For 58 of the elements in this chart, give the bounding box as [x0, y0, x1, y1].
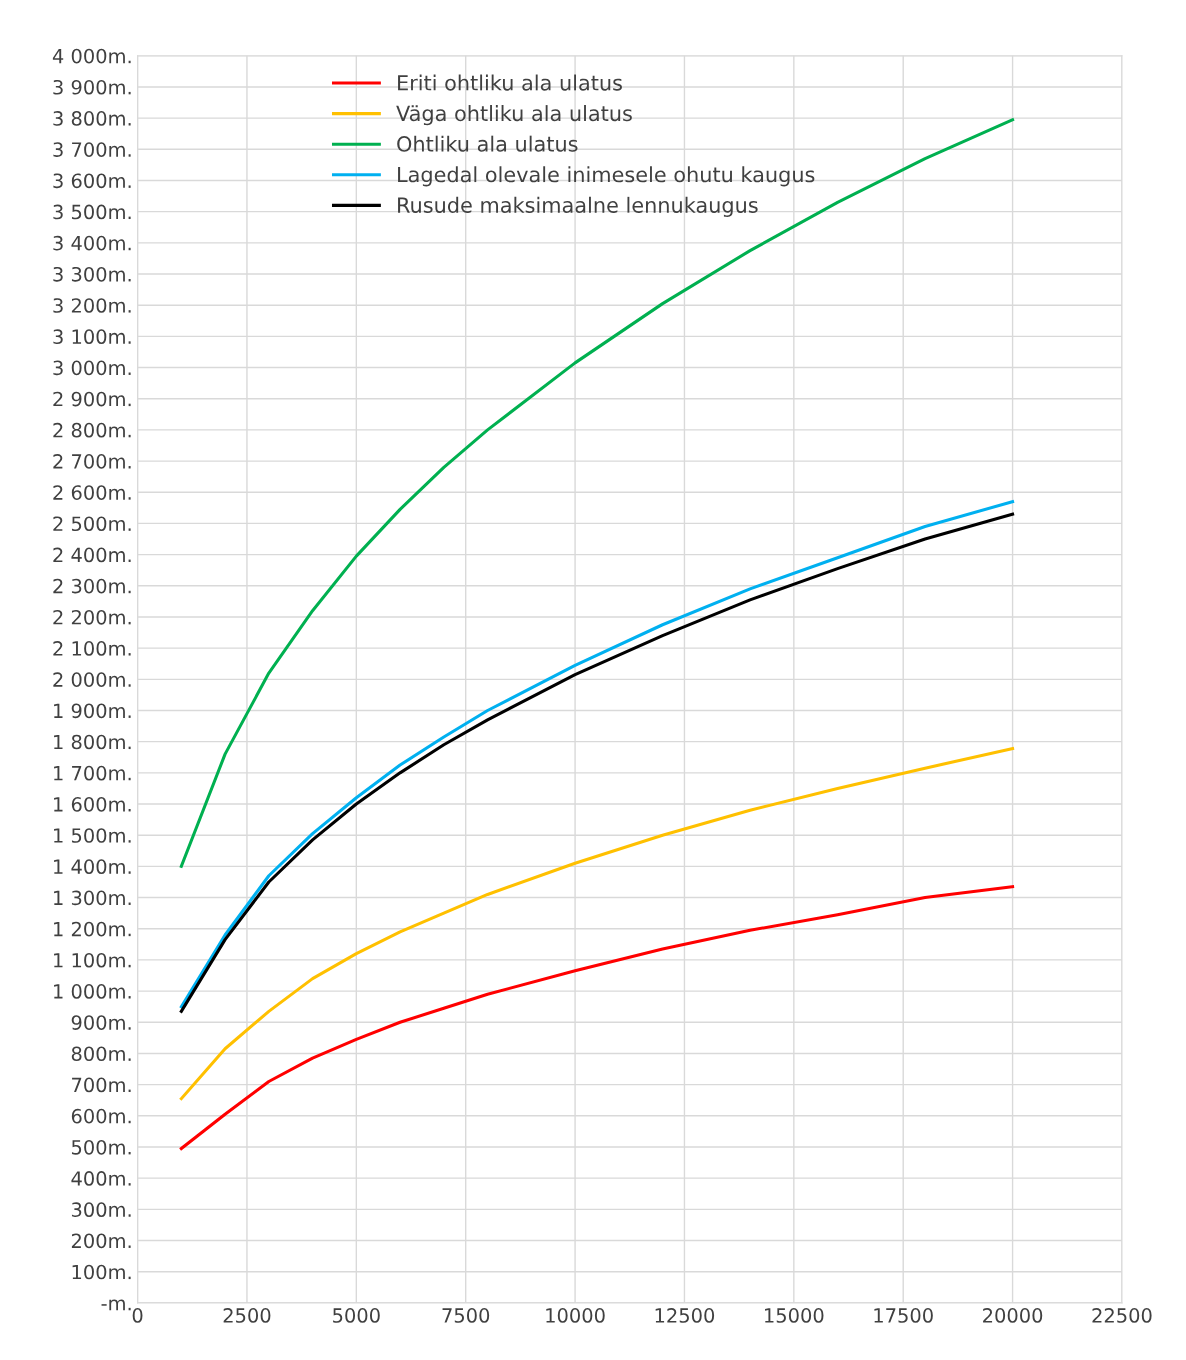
y-tick-label: 700m. — [72, 1077, 131, 1093]
y-tick-label: 2 600m. — [53, 485, 131, 500]
y-tick-label: 500m. — [71, 1139, 131, 1155]
x-tick-label: 22500 — [1092, 1308, 1152, 1323]
y-tick-label: 2 100m. — [53, 641, 131, 656]
x-tick-label: 12500 — [655, 1308, 715, 1323]
legend-label: Rusude maksimaalne lennukaugus — [398, 196, 758, 217]
y-tick-label: 1 300m. — [54, 890, 131, 906]
y-tick-label: 1 700m. — [54, 765, 131, 781]
y-tick-label: 2 700m. — [53, 454, 131, 469]
y-tick-label: 3 400m. — [53, 235, 131, 251]
y-tick-label: 2 000m. — [53, 672, 131, 687]
y-tick-label: 3 000m. — [53, 360, 131, 376]
y-tick-label: 400m. — [71, 1171, 131, 1186]
x-tick-label: 17500 — [874, 1308, 933, 1323]
y-tick-label: 1 200m. — [54, 921, 131, 937]
y-tick-label: 900m. — [71, 1015, 131, 1030]
y-tick-label: 1 100m. — [54, 952, 131, 968]
y-tick-label: 300m. — [71, 1202, 131, 1218]
y-tick-label: 3 600m. — [53, 173, 131, 189]
x-tick-label: 2500 — [223, 1308, 271, 1323]
y-tick-label: 2 400m. — [53, 547, 131, 563]
y-tick-label: 1 400m. — [54, 859, 131, 875]
line-series — [179, 747, 1015, 1101]
y-tick-label: 100m. — [72, 1264, 131, 1280]
legend-label: Eriti ohtliku ala ulatus — [398, 74, 622, 91]
y-tick-label: 1 000m. — [54, 984, 131, 999]
y-tick-label: 200m. — [71, 1233, 131, 1249]
y-tick-label: 600m. — [71, 1108, 131, 1124]
x-tick-label: 20000 — [983, 1308, 1043, 1323]
x-tick-label: 0 — [132, 1308, 143, 1323]
y-tick-label: 2 800m. — [53, 422, 131, 438]
legend-label: Ohtliku ala ulatus — [397, 135, 578, 152]
y-tick-label: 2 500m. — [53, 516, 131, 532]
y-tick-label: 3 900m. — [53, 79, 131, 95]
y-tick-label: 1 800m. — [54, 734, 131, 750]
x-tick-label: 10000 — [546, 1308, 605, 1323]
y-tick-label: -m. — [101, 1299, 131, 1311]
y-tick-label: 1 900m. — [54, 703, 131, 719]
y-tick-label: 3 100m. — [53, 329, 131, 345]
y-tick-label: 1 600m. — [54, 796, 131, 812]
y-tick-label: 2 200m. — [53, 609, 131, 625]
x-tick-label: 5000 — [333, 1308, 380, 1323]
y-tick-label: 3 200m. — [53, 298, 131, 313]
legend-label: Lagedal olevale inimesele ohutu kaugus — [398, 166, 815, 187]
y-tick-label: 800m. — [71, 1046, 131, 1062]
y-tick-label: 3 700m. — [53, 142, 131, 157]
line-series — [179, 885, 1015, 1151]
y-tick-label: 3 500m. — [53, 204, 131, 220]
y-tick-label: 2 900m. — [53, 391, 131, 407]
x-tick-label: 15000 — [765, 1308, 824, 1323]
y-tick-label: 2 300m. — [53, 578, 131, 594]
legend-label: Väga ohtliku ala ulatus — [396, 105, 632, 126]
y-tick-label: 4 000m. — [52, 48, 131, 64]
y-tick-label: 3 800m. — [53, 111, 131, 126]
x-tick-label: 7500 — [442, 1308, 490, 1323]
y-tick-label: 3 300m. — [53, 266, 131, 282]
y-tick-label: 1 500m. — [54, 828, 131, 843]
